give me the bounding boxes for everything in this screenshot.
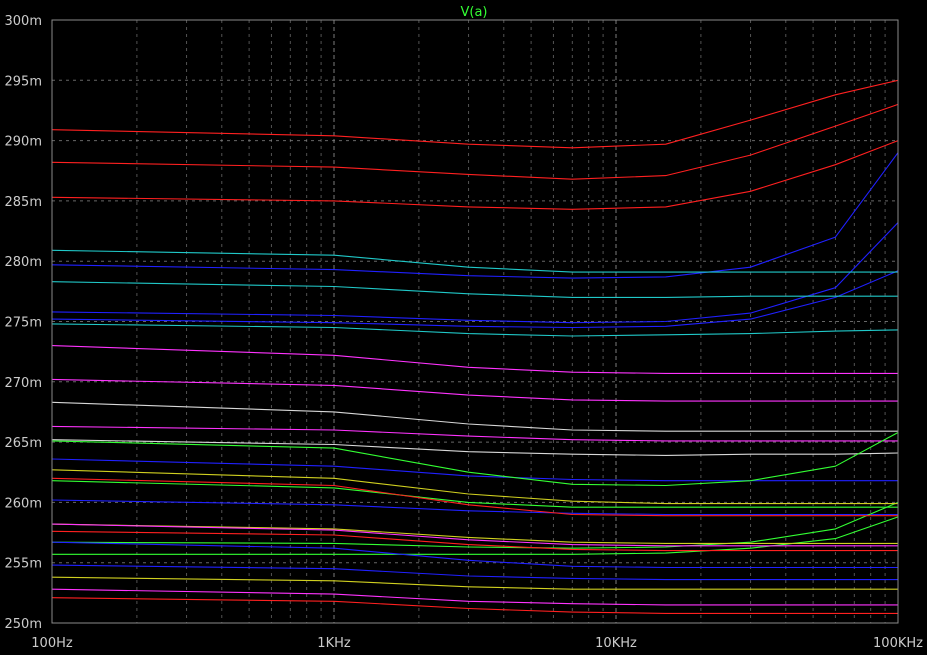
series-line-5 bbox=[51, 222, 899, 324]
series-line-25 bbox=[51, 530, 898, 552]
series-group bbox=[51, 79, 899, 614]
series-line-26 bbox=[51, 597, 898, 614]
series-line-7 bbox=[51, 249, 898, 273]
series-line-19 bbox=[51, 501, 899, 549]
y-tick-label: 285m bbox=[5, 195, 42, 210]
series-line-1 bbox=[51, 79, 899, 149]
series-line-18 bbox=[51, 480, 898, 508]
x-tick-label: 1KHz bbox=[317, 636, 351, 651]
series-line-23 bbox=[51, 576, 898, 590]
series-line-2 bbox=[51, 103, 899, 180]
y-tick-label: 265m bbox=[5, 436, 42, 451]
y-tick-label: 260m bbox=[5, 496, 42, 511]
y-axis: 300m 295m 290m 285m 280m 275m 270m 265m 260m 255m… bbox=[5, 14, 42, 632]
series-line-14 bbox=[51, 439, 899, 456]
plot-frame bbox=[51, 19, 899, 624]
series-line-8 bbox=[51, 281, 898, 298]
x-tick-label: 100KHz bbox=[873, 636, 923, 651]
series-line-13 bbox=[51, 401, 898, 432]
y-tick-label: 300m bbox=[5, 14, 42, 29]
y-tick-label: 270m bbox=[5, 376, 42, 391]
x-tick-label: 10KHz bbox=[595, 636, 637, 651]
series-line-9 bbox=[51, 323, 899, 337]
series-line-4 bbox=[51, 152, 899, 279]
y-tick-label: 275m bbox=[5, 316, 42, 331]
series-line-3 bbox=[51, 140, 899, 210]
series-line-30 bbox=[51, 564, 898, 581]
series-line-6 bbox=[51, 270, 899, 329]
series-line-28 bbox=[51, 588, 898, 606]
y-tick-label: 295m bbox=[5, 74, 42, 89]
x-axis: 100Hz 1KHz 10KHz 100KHz bbox=[31, 636, 923, 651]
grid bbox=[52, 20, 898, 623]
series-line-11 bbox=[51, 378, 898, 402]
series-line-17 bbox=[51, 432, 899, 487]
chart-title: V(a) bbox=[460, 5, 487, 20]
series-line-24 bbox=[51, 477, 898, 517]
series-line-20 bbox=[52, 516, 899, 555]
series-line-22 bbox=[51, 523, 898, 544]
series-line-10 bbox=[51, 345, 898, 374]
y-tick-label: 280m bbox=[5, 255, 42, 270]
x-tick-label: 100Hz bbox=[31, 636, 73, 651]
series-line-27 bbox=[51, 523, 898, 547]
series-line-12 bbox=[51, 425, 898, 442]
y-tick-label: 255m bbox=[5, 557, 42, 572]
y-tick-label: 250m bbox=[5, 617, 42, 632]
series-line-16 bbox=[51, 499, 898, 516]
series-line-21 bbox=[51, 469, 898, 505]
series-line-15 bbox=[51, 458, 898, 482]
series-line-29 bbox=[51, 541, 898, 569]
y-tick-label: 290m bbox=[5, 135, 42, 150]
